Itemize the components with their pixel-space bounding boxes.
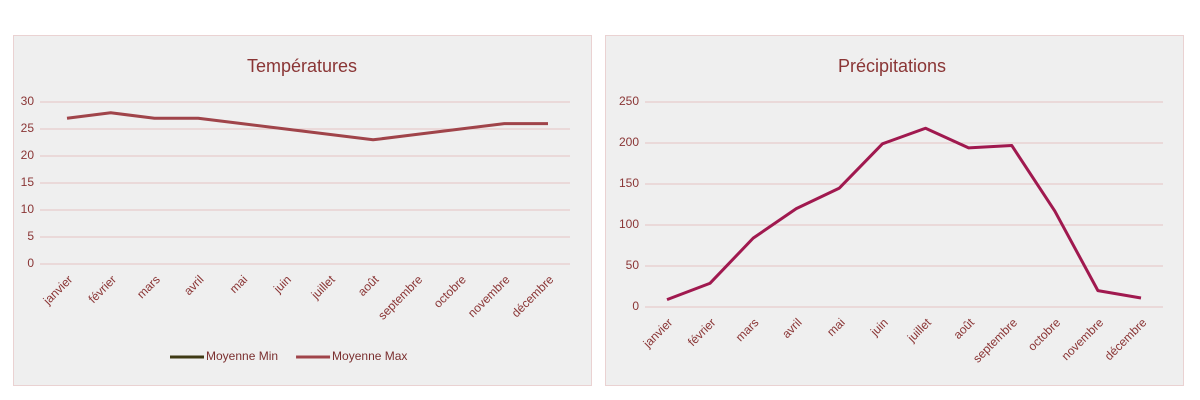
- y-tick-label: 5: [27, 229, 34, 243]
- chart-title: Précipitations: [838, 56, 946, 76]
- y-tick-label: 50: [626, 258, 640, 272]
- legend-label: Moyenne Min: [206, 349, 278, 363]
- y-tick-label: 25: [21, 121, 35, 135]
- y-tick-label: 0: [27, 256, 34, 270]
- y-tick-label: 200: [619, 135, 639, 149]
- line-series: [66, 111, 548, 142]
- chart-title: Températures: [247, 56, 357, 76]
- y-tick-label: 20: [21, 148, 35, 162]
- y-tick-label: 150: [619, 176, 639, 190]
- line-series: [666, 126, 1142, 302]
- legend-label: Moyenne Max: [332, 349, 407, 363]
- y-tick-label: 100: [619, 217, 639, 231]
- y-tick-label: 30: [21, 94, 35, 108]
- y-tick-label: 0: [632, 299, 639, 313]
- y-tick-label: 15: [21, 175, 35, 189]
- y-tick-label: 10: [21, 202, 35, 216]
- y-tick-label: 250: [619, 94, 639, 108]
- panel: [605, 35, 1184, 386]
